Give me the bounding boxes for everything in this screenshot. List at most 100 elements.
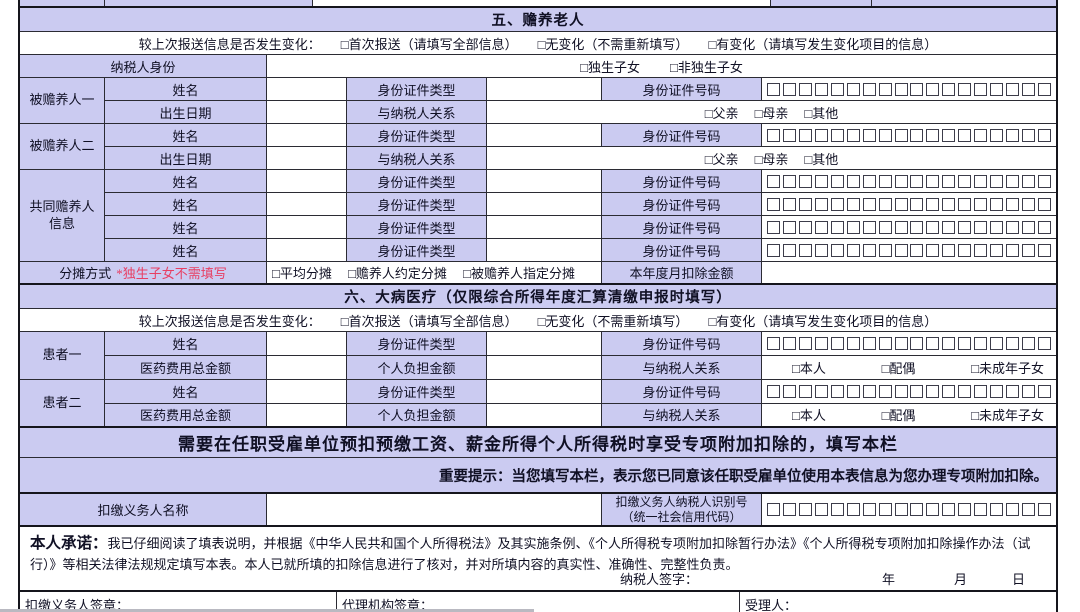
joint3-id-type-input[interactable] bbox=[487, 216, 602, 238]
id-digit-box[interactable] bbox=[846, 82, 860, 96]
id-digit-box[interactable] bbox=[958, 384, 972, 398]
id-digit-box[interactable] bbox=[1037, 128, 1051, 142]
id-digit-box[interactable] bbox=[942, 128, 956, 142]
id-digit-box[interactable] bbox=[767, 197, 780, 211]
id-digit-box[interactable] bbox=[1037, 384, 1051, 398]
id-digit-box[interactable] bbox=[782, 197, 796, 211]
id-digit-box[interactable] bbox=[1022, 337, 1035, 350]
id-digit-box[interactable] bbox=[798, 503, 812, 516]
id-digit-box[interactable] bbox=[814, 174, 828, 188]
elder1-id-type-input[interactable] bbox=[487, 78, 602, 100]
id-digit-box[interactable] bbox=[814, 384, 828, 398]
id-digit-box[interactable] bbox=[926, 384, 940, 398]
checkbox-other[interactable]: □其他 bbox=[804, 105, 839, 121]
id-digit-box[interactable] bbox=[862, 82, 876, 96]
id-digit-box[interactable] bbox=[878, 220, 892, 234]
id-digit-box[interactable] bbox=[798, 82, 812, 96]
id-digit-box[interactable] bbox=[767, 337, 780, 350]
id-digit-box[interactable] bbox=[910, 337, 924, 350]
withholding-agent-name-input[interactable] bbox=[267, 494, 602, 525]
id-digit-box[interactable] bbox=[767, 174, 780, 188]
checkbox-first-report[interactable]: □首次报送（请填写全部信息） bbox=[340, 313, 518, 329]
id-digit-box[interactable] bbox=[910, 197, 924, 211]
id-digit-box[interactable] bbox=[990, 243, 1004, 257]
id-digit-box[interactable] bbox=[782, 174, 796, 188]
id-digit-box[interactable] bbox=[798, 220, 812, 234]
id-digit-box[interactable] bbox=[782, 337, 796, 350]
checkbox-designated-split[interactable]: □被赡养人指定分摊 bbox=[463, 266, 575, 281]
joint2-id-type-input[interactable] bbox=[487, 193, 602, 215]
id-digit-box[interactable] bbox=[830, 384, 844, 398]
id-digit-box[interactable] bbox=[910, 384, 924, 398]
checkbox-other[interactable]: □其他 bbox=[804, 151, 839, 167]
id-digit-box[interactable] bbox=[926, 82, 940, 96]
checkbox-mother[interactable]: □母亲 bbox=[754, 105, 789, 121]
id-digit-box[interactable] bbox=[910, 174, 924, 188]
id-digit-box[interactable] bbox=[798, 197, 812, 211]
elder1-birth-input[interactable] bbox=[267, 101, 347, 123]
id-digit-box[interactable] bbox=[1006, 82, 1020, 96]
checkbox-father[interactable]: □父亲 bbox=[704, 151, 739, 167]
id-digit-box[interactable] bbox=[846, 503, 860, 516]
joint4-id-number-boxes[interactable] bbox=[762, 243, 1056, 257]
id-digit-box[interactable] bbox=[862, 503, 876, 516]
id-digit-box[interactable] bbox=[1006, 503, 1020, 516]
checkbox-mother[interactable]: □母亲 bbox=[754, 151, 789, 167]
id-digit-box[interactable] bbox=[974, 197, 988, 211]
id-digit-box[interactable] bbox=[798, 337, 812, 350]
id-digit-box[interactable] bbox=[990, 384, 1004, 398]
checkbox-agreed-split[interactable]: □赡养人约定分摊 bbox=[348, 266, 447, 281]
id-digit-box[interactable] bbox=[894, 82, 908, 96]
id-digit-box[interactable] bbox=[798, 174, 812, 188]
id-digit-box[interactable] bbox=[1037, 503, 1051, 516]
id-digit-box[interactable] bbox=[767, 220, 780, 234]
id-digit-box[interactable] bbox=[990, 503, 1004, 516]
id-digit-box[interactable] bbox=[942, 174, 956, 188]
id-digit-box[interactable] bbox=[878, 197, 892, 211]
id-digit-box[interactable] bbox=[990, 337, 1004, 350]
id-digit-box[interactable] bbox=[782, 243, 796, 257]
id-digit-box[interactable] bbox=[1037, 197, 1051, 211]
id-digit-box[interactable] bbox=[862, 220, 876, 234]
id-digit-box[interactable] bbox=[767, 384, 780, 398]
id-digit-box[interactable] bbox=[1022, 220, 1035, 234]
taxpayer-signature-label[interactable]: 纳税人签字： bbox=[620, 572, 699, 587]
id-digit-box[interactable] bbox=[830, 82, 844, 96]
id-digit-box[interactable] bbox=[1022, 384, 1035, 398]
withholding-agent-signature-cell[interactable]: 扣缴义务人签章： bbox=[20, 592, 337, 612]
checkbox-father[interactable]: □父亲 bbox=[704, 105, 739, 121]
id-digit-box[interactable] bbox=[1006, 243, 1020, 257]
id-digit-box[interactable] bbox=[878, 82, 892, 96]
id-digit-box[interactable] bbox=[990, 82, 1004, 96]
id-digit-box[interactable] bbox=[846, 197, 860, 211]
id-digit-box[interactable] bbox=[958, 243, 972, 257]
id-digit-box[interactable] bbox=[878, 384, 892, 398]
id-digit-box[interactable] bbox=[926, 243, 940, 257]
id-digit-box[interactable] bbox=[974, 243, 988, 257]
id-digit-box[interactable] bbox=[767, 503, 780, 516]
checkbox-has-change[interactable]: □有变化（请填写发生变化项目的信息） bbox=[708, 36, 938, 52]
checkbox-average-split[interactable]: □平均分摊 bbox=[272, 266, 332, 281]
id-digit-box[interactable] bbox=[862, 128, 876, 142]
joint3-name-input[interactable] bbox=[267, 216, 347, 238]
id-digit-box[interactable] bbox=[958, 197, 972, 211]
id-digit-box[interactable] bbox=[894, 197, 908, 211]
id-digit-box[interactable] bbox=[974, 174, 988, 188]
id-digit-box[interactable] bbox=[862, 174, 876, 188]
joint4-id-type-input[interactable] bbox=[487, 239, 602, 261]
id-digit-box[interactable] bbox=[990, 197, 1004, 211]
id-digit-box[interactable] bbox=[1006, 197, 1020, 211]
id-digit-box[interactable] bbox=[1022, 503, 1035, 516]
id-digit-box[interactable] bbox=[767, 128, 780, 142]
id-digit-box[interactable] bbox=[942, 243, 956, 257]
checkbox-no-change[interactable]: □无变化（不需重新填写） bbox=[537, 36, 689, 52]
id-digit-box[interactable] bbox=[830, 128, 844, 142]
joint1-id-number-boxes[interactable] bbox=[762, 174, 1056, 188]
id-digit-box[interactable] bbox=[830, 197, 844, 211]
id-digit-box[interactable] bbox=[894, 503, 908, 516]
agency-signature-cell[interactable]: 代理机构签章： bbox=[337, 592, 740, 612]
id-digit-box[interactable] bbox=[958, 174, 972, 188]
id-digit-box[interactable] bbox=[782, 384, 796, 398]
id-digit-box[interactable] bbox=[782, 220, 796, 234]
checkbox-self[interactable]: □本人 bbox=[792, 408, 826, 424]
